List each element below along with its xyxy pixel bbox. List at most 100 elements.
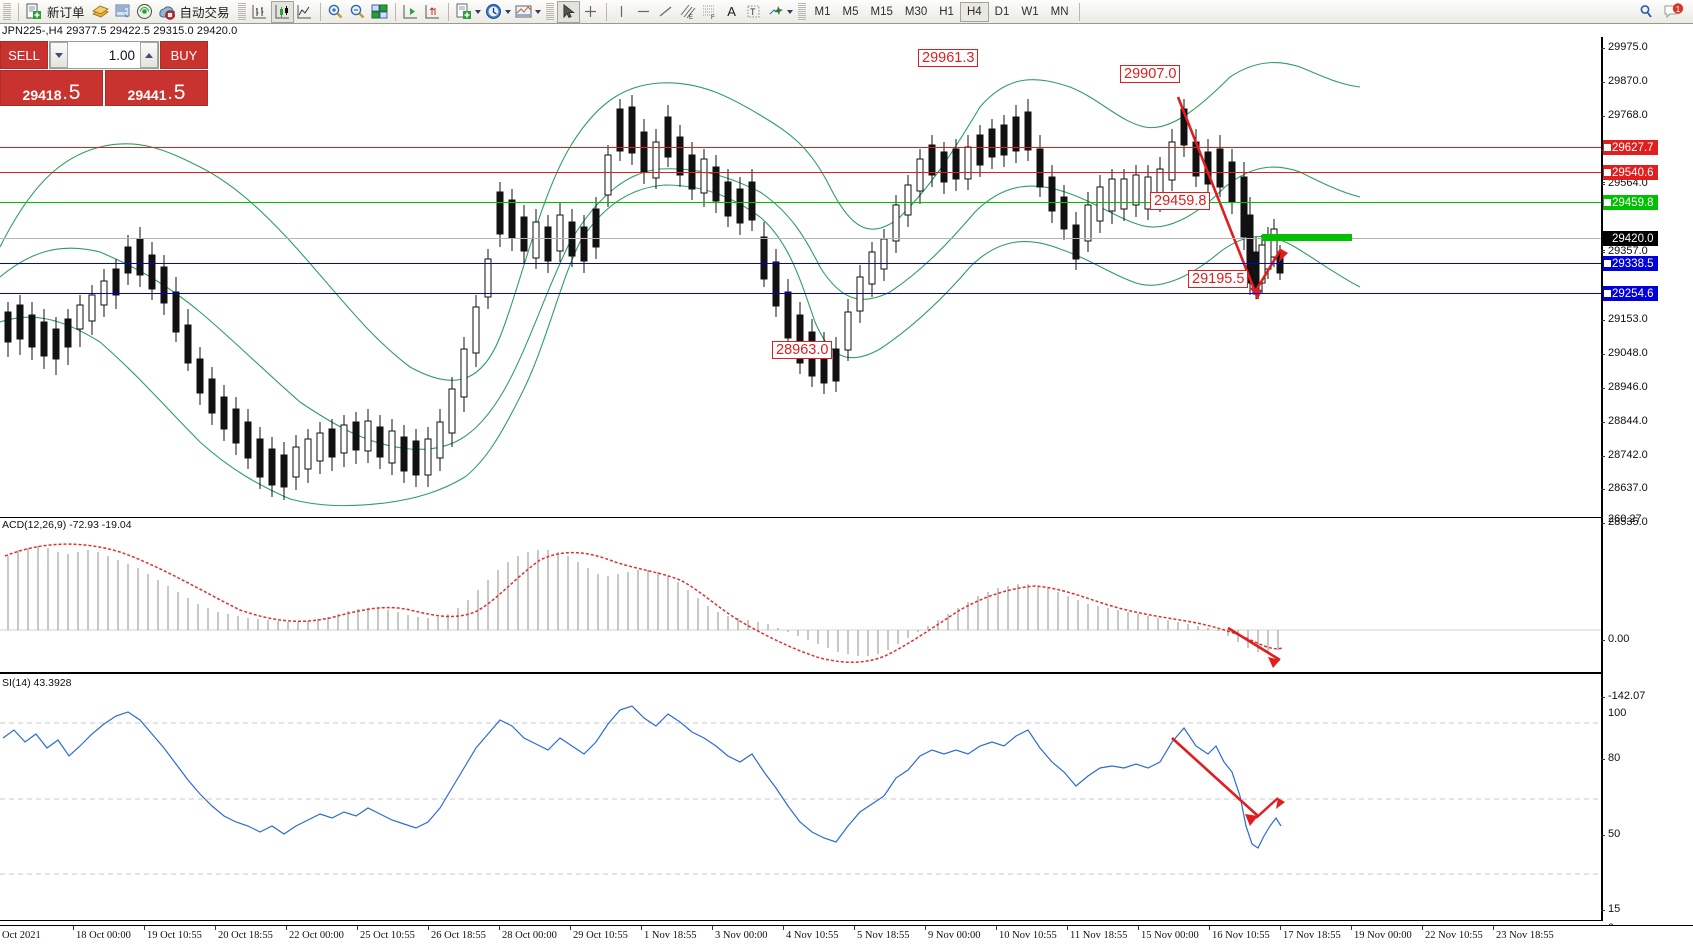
one-click-trading-panel[interactable]: SELL 1.00 BUY 29418 . 5 29441 . 5	[0, 41, 208, 106]
text-label-button[interactable]: T	[743, 1, 765, 23]
zoom-out-button[interactable]	[347, 1, 369, 23]
chevron-down-icon[interactable]	[474, 9, 481, 14]
annotation-29195[interactable]: 29195.5	[1188, 270, 1249, 288]
svg-text:1: 1	[1676, 5, 1681, 14]
sell-price-display[interactable]: 29418 . 5	[0, 70, 103, 106]
volume-field[interactable]: 1.00	[49, 41, 159, 69]
timeframe-h1[interactable]: H1	[939, 5, 954, 18]
price-label-29459[interactable]: 29459.8	[1603, 195, 1658, 210]
support-line-29338[interactable]	[0, 263, 1601, 264]
timeframe-d1[interactable]: D1	[994, 5, 1010, 18]
price-axis[interactable]: 29975.0 29870.0 29768.0 29666.0 29564.0 …	[1601, 37, 1693, 934]
target-zone-band[interactable]	[1262, 234, 1352, 241]
templates-icon	[515, 3, 532, 20]
search-icon[interactable]	[1638, 3, 1655, 20]
timeframe-mn[interactable]: MN	[1050, 5, 1069, 18]
tile-windows-button[interactable]	[369, 1, 391, 23]
volume-value[interactable]: 1.00	[108, 47, 135, 63]
toolbar-grip-2[interactable]	[237, 2, 246, 21]
cursor-button[interactable]	[556, 0, 580, 23]
shapes-button[interactable]	[765, 1, 795, 23]
autoscroll-button[interactable]	[422, 1, 444, 23]
time-axis[interactable]: Oct 2021 18 Oct 00:00 19 Oct 10:55 20 Oc…	[0, 925, 1693, 947]
candlestick-chart-button[interactable]	[270, 0, 294, 23]
toolbar-grip-4[interactable]	[797, 2, 806, 21]
annotation-29907[interactable]: 29907.0	[1120, 65, 1181, 83]
line-chart-icon	[296, 3, 313, 20]
fibonacci-button[interactable]: F	[699, 1, 721, 23]
annotation-29961[interactable]: 29961.3	[918, 49, 979, 67]
annotation-29459[interactable]: 29459.8	[1150, 192, 1211, 210]
new-order-icon	[25, 3, 42, 20]
period-icon	[485, 3, 502, 20]
period-button[interactable]	[483, 1, 513, 23]
price-label-handle[interactable]	[1604, 169, 1611, 176]
toolbar-grip-3[interactable]	[545, 2, 554, 21]
resistance-line-29627[interactable]	[0, 147, 1601, 148]
support-line-29254[interactable]	[0, 293, 1601, 294]
trendline-button[interactable]	[655, 1, 677, 23]
signals-icon	[136, 3, 153, 20]
timeframe-m1[interactable]: M1	[814, 5, 831, 18]
timeframe-h4[interactable]: H4	[959, 1, 989, 22]
rsi-panel[interactable]: SI(14) 43.3928	[0, 676, 1601, 921]
chevron-down-icon-3[interactable]	[534, 9, 541, 14]
drawn-trend-arrow-up[interactable]	[1253, 248, 1288, 293]
line-chart-button[interactable]	[294, 1, 316, 23]
chart-shift-button[interactable]	[400, 1, 422, 23]
buy-button[interactable]: BUY	[160, 41, 208, 69]
price-label-handle[interactable]	[1604, 199, 1611, 206]
text-icon: A	[727, 4, 736, 19]
macd-drawn-arrow[interactable]	[1227, 626, 1281, 668]
equidistant-channel-button[interactable]: E	[677, 1, 699, 23]
price-label-29627[interactable]: 29627.7	[1603, 140, 1658, 155]
sell-button[interactable]: SELL	[0, 41, 48, 69]
timeframe-m5[interactable]: M5	[842, 5, 859, 18]
chevron-down-icon-4[interactable]	[786, 9, 793, 14]
price-label-29420[interactable]: 29420.0	[1603, 231, 1658, 246]
price-label-29540[interactable]: 29540.6	[1603, 165, 1658, 180]
annotation-28963[interactable]: 28963.0	[772, 341, 833, 359]
volume-decrement-button[interactable]	[50, 42, 68, 68]
sell-price-separator: .	[62, 82, 68, 104]
autotrade-label: 自动交易	[179, 6, 230, 20]
indicators-button[interactable]	[453, 1, 483, 23]
shapes-icon	[767, 3, 784, 20]
signals-button[interactable]	[134, 1, 156, 23]
crosshair-button[interactable]	[580, 1, 602, 23]
horizontal-line-button[interactable]	[633, 1, 655, 23]
target-line-29459[interactable]	[0, 202, 1601, 203]
toolbar-grip[interactable]	[3, 2, 11, 21]
text-button[interactable]: A	[721, 1, 743, 23]
notifications-icon[interactable]: 1	[1663, 3, 1685, 20]
macd-panel[interactable]: ACD(12,26,9) -72.93 -19.04	[0, 517, 1601, 674]
price-chart-panel[interactable]: 29961.3 29907.0 29459.8 29195.5 28963.0	[0, 37, 1601, 510]
chevron-down-icon-2[interactable]	[504, 9, 511, 14]
last-price-line-29420[interactable]	[0, 238, 1601, 239]
volume-increment-button[interactable]	[140, 42, 158, 68]
candle-group-selloff	[760, 99, 1284, 394]
bar-chart-button[interactable]	[249, 1, 271, 23]
autotrade-button[interactable]: 自动交易	[156, 1, 235, 23]
price-label-29338[interactable]: 29338.5	[1603, 256, 1658, 271]
new-order-label: 新订单	[47, 6, 85, 20]
buy-price-display[interactable]: 29441 . 5	[105, 70, 208, 106]
timeframe-m15[interactable]: M15	[870, 5, 893, 18]
terminal-button[interactable]	[112, 1, 134, 23]
price-label-handle[interactable]	[1604, 144, 1611, 151]
price-label-handle[interactable]	[1604, 260, 1611, 267]
chart-symbol-header: JPN225-,H4 29377.5 29422.5 29315.0 29420…	[2, 25, 238, 37]
price-label-29254[interactable]: 29254.6	[1603, 286, 1658, 301]
resistance-line-29540[interactable]	[0, 172, 1601, 173]
new-order-button[interactable]: 新订单	[23, 1, 90, 23]
timeframe-m30[interactable]: M30	[904, 5, 928, 18]
candle-group-early	[4, 227, 192, 375]
vertical-line-button[interactable]	[611, 1, 633, 23]
rsi-drawn-arrow[interactable]	[1171, 737, 1285, 826]
price-label-handle[interactable]	[1604, 290, 1611, 297]
market-watch-button[interactable]	[90, 1, 112, 23]
templates-button[interactable]	[513, 1, 543, 23]
zoom-in-button[interactable]	[325, 1, 347, 23]
fibonacci-icon: F	[701, 3, 718, 20]
timeframe-w1[interactable]: W1	[1021, 5, 1039, 18]
